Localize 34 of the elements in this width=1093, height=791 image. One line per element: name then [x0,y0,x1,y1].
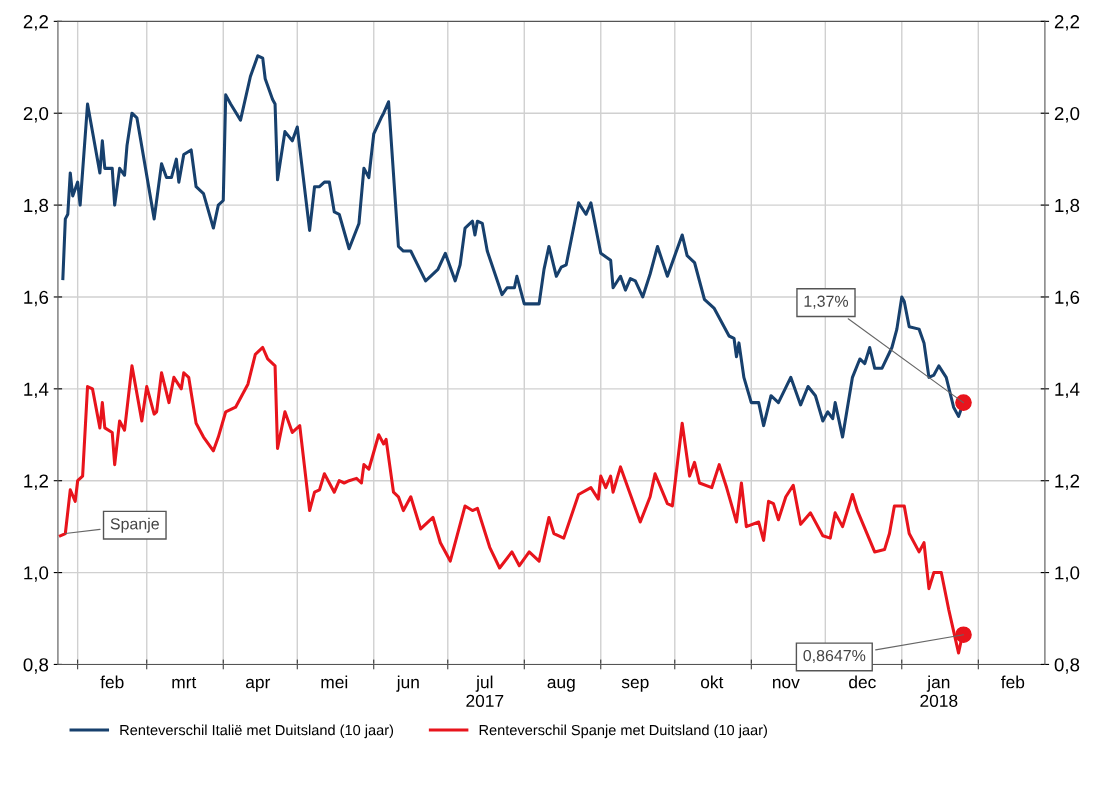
y-tick-label: 1,6 [24,290,49,307]
x-tick-label: sep [621,678,649,692]
x-tick-label: mrt [172,676,197,689]
x-tick-label: aug [547,678,575,692]
x-tick-label: okt [700,675,724,689]
x-tick-label: dec [849,675,876,689]
y2-tick-label: 1,6 [1055,290,1080,307]
y2-tick-label: 1,0 [1055,566,1080,582]
y-tick-label: 1,4 [24,382,49,399]
legend-label: Renteverschil Italië met Duitsland (10 jaar) [120,724,394,739]
annotation: Spanje [110,517,159,533]
annotation: 0,8647% [803,649,866,664]
x-tick-label: apr [245,678,271,692]
y2-tick-label: 1,2 [1055,474,1080,490]
y-tick-label: 2,0 [23,106,49,123]
y2-tick-label: 1,8 [1055,198,1080,215]
y-tick-label: 2,2 [23,15,48,31]
x-tick-label: jan 2018 [920,675,958,707]
legend-label: Renteverschil Spanje met Duitsland (10 jaar) [479,724,767,739]
y-tick-label: 1,2 [24,474,48,490]
y-tick-label: 0,8 [23,658,49,674]
y2-tick-label: 2,2 [1054,15,1080,31]
y2-tick-label: 0,8 [1054,658,1080,674]
y-tick-label: 1,0 [24,566,49,582]
x-tick-label: jun [396,675,419,692]
x-tick-label: nov [772,678,800,689]
y-tick-label: 1,8 [24,198,49,215]
x-tick-label: feb [100,675,124,689]
y2-tick-label: 2,0 [1054,106,1080,123]
x-tick-label: mei [321,675,348,689]
annotation: 1,37% [804,295,849,309]
y2-tick-label: 1,4 [1055,382,1080,399]
x-tick-label: jul 2017 [466,675,504,707]
x-tick-label: feb [1001,675,1025,689]
